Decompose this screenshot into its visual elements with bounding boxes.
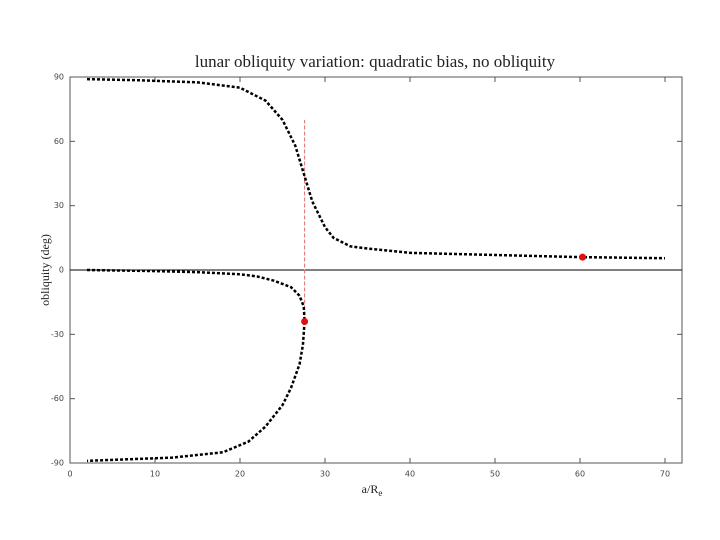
x-tick-label: 50: [490, 470, 500, 479]
y-tick-label: 0: [59, 266, 64, 275]
x-tick-label: 60: [575, 470, 585, 479]
x-tick-label: 20: [235, 470, 245, 479]
y-tick-label: -60: [51, 394, 64, 403]
x-tick-label: 70: [660, 470, 670, 479]
x-tick-label: 10: [150, 470, 160, 479]
x-tick-label: 30: [320, 470, 330, 479]
y-axis-label: obliquity (deg): [38, 234, 52, 306]
y-tick-label: -90: [51, 459, 64, 468]
marker-point: [301, 317, 309, 325]
y-tick-label: 90: [54, 73, 64, 82]
x-axis-label: a/Re: [362, 482, 383, 498]
x-tick-label: 0: [67, 470, 72, 479]
x-tick-label: 40: [405, 470, 415, 479]
curve: [86, 77, 666, 260]
y-tick-label: 30: [54, 201, 64, 210]
chart-title: lunar obliquity variation: quadratic bia…: [195, 52, 556, 71]
marker-point: [579, 253, 587, 261]
x-axis-label-main: a/R: [362, 482, 379, 496]
y-tick-label: 60: [54, 137, 64, 146]
x-axis-label-sub: e: [378, 488, 382, 498]
curve: [86, 268, 306, 463]
y-tick-label: -30: [51, 330, 64, 339]
